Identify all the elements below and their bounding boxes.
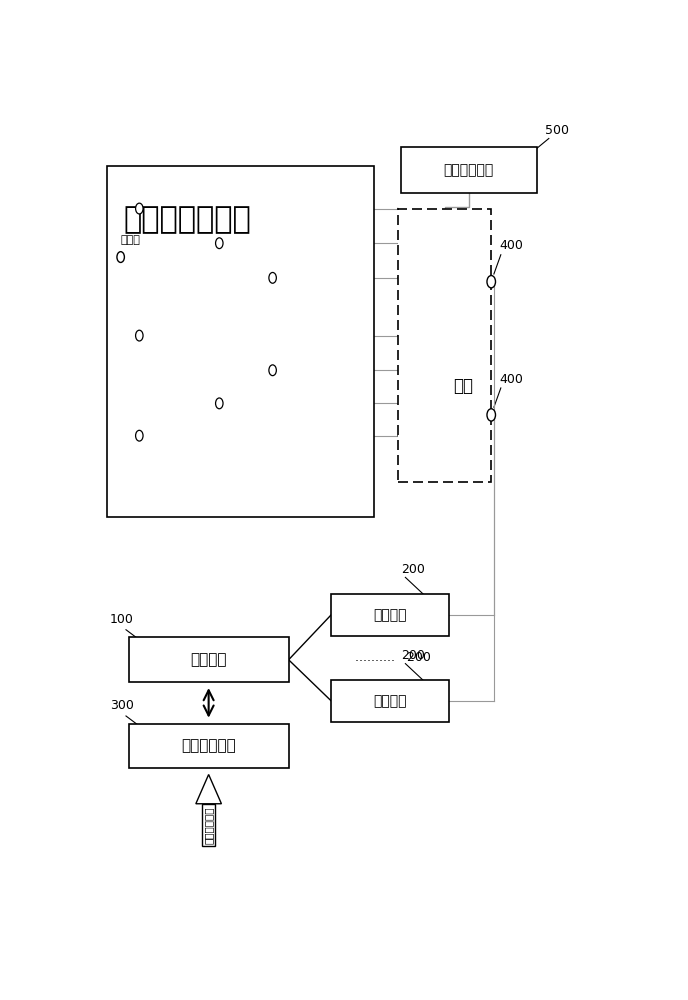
Text: 400: 400 — [499, 373, 523, 386]
Text: ..........   200: .......... 200 — [355, 651, 431, 664]
Text: 接口部件: 接口部件 — [373, 608, 407, 622]
Text: 开关控制模块: 开关控制模块 — [444, 163, 494, 177]
Circle shape — [215, 398, 223, 409]
Circle shape — [269, 272, 277, 283]
FancyBboxPatch shape — [398, 209, 491, 482]
Text: 500: 500 — [545, 124, 568, 137]
Text: 测试点: 测试点 — [120, 236, 140, 246]
FancyBboxPatch shape — [107, 166, 374, 517]
Text: 预设参考信号: 预设参考信号 — [204, 806, 214, 844]
Text: 400: 400 — [499, 239, 523, 252]
Circle shape — [269, 365, 277, 376]
Circle shape — [487, 276, 495, 288]
Text: 信号处理模块: 信号处理模块 — [181, 739, 236, 754]
Circle shape — [136, 430, 143, 441]
Text: 接口部件: 接口部件 — [373, 694, 407, 708]
FancyBboxPatch shape — [332, 680, 449, 722]
Text: 待检测电路装置: 待检测电路装置 — [123, 206, 251, 235]
FancyBboxPatch shape — [129, 637, 289, 682]
FancyBboxPatch shape — [129, 724, 289, 768]
Text: 100: 100 — [110, 613, 134, 626]
Text: 采集电路: 采集电路 — [191, 652, 227, 667]
FancyBboxPatch shape — [202, 804, 215, 846]
Text: 200: 200 — [401, 563, 425, 576]
FancyBboxPatch shape — [332, 594, 449, 636]
Polygon shape — [196, 774, 222, 804]
Circle shape — [117, 252, 125, 262]
Circle shape — [136, 203, 143, 214]
Circle shape — [215, 238, 223, 249]
Circle shape — [136, 330, 143, 341]
Circle shape — [487, 409, 495, 421]
FancyBboxPatch shape — [400, 147, 537, 193]
Text: 开关: 开关 — [453, 377, 473, 395]
Text: 300: 300 — [110, 699, 134, 712]
Text: 200: 200 — [401, 649, 425, 662]
